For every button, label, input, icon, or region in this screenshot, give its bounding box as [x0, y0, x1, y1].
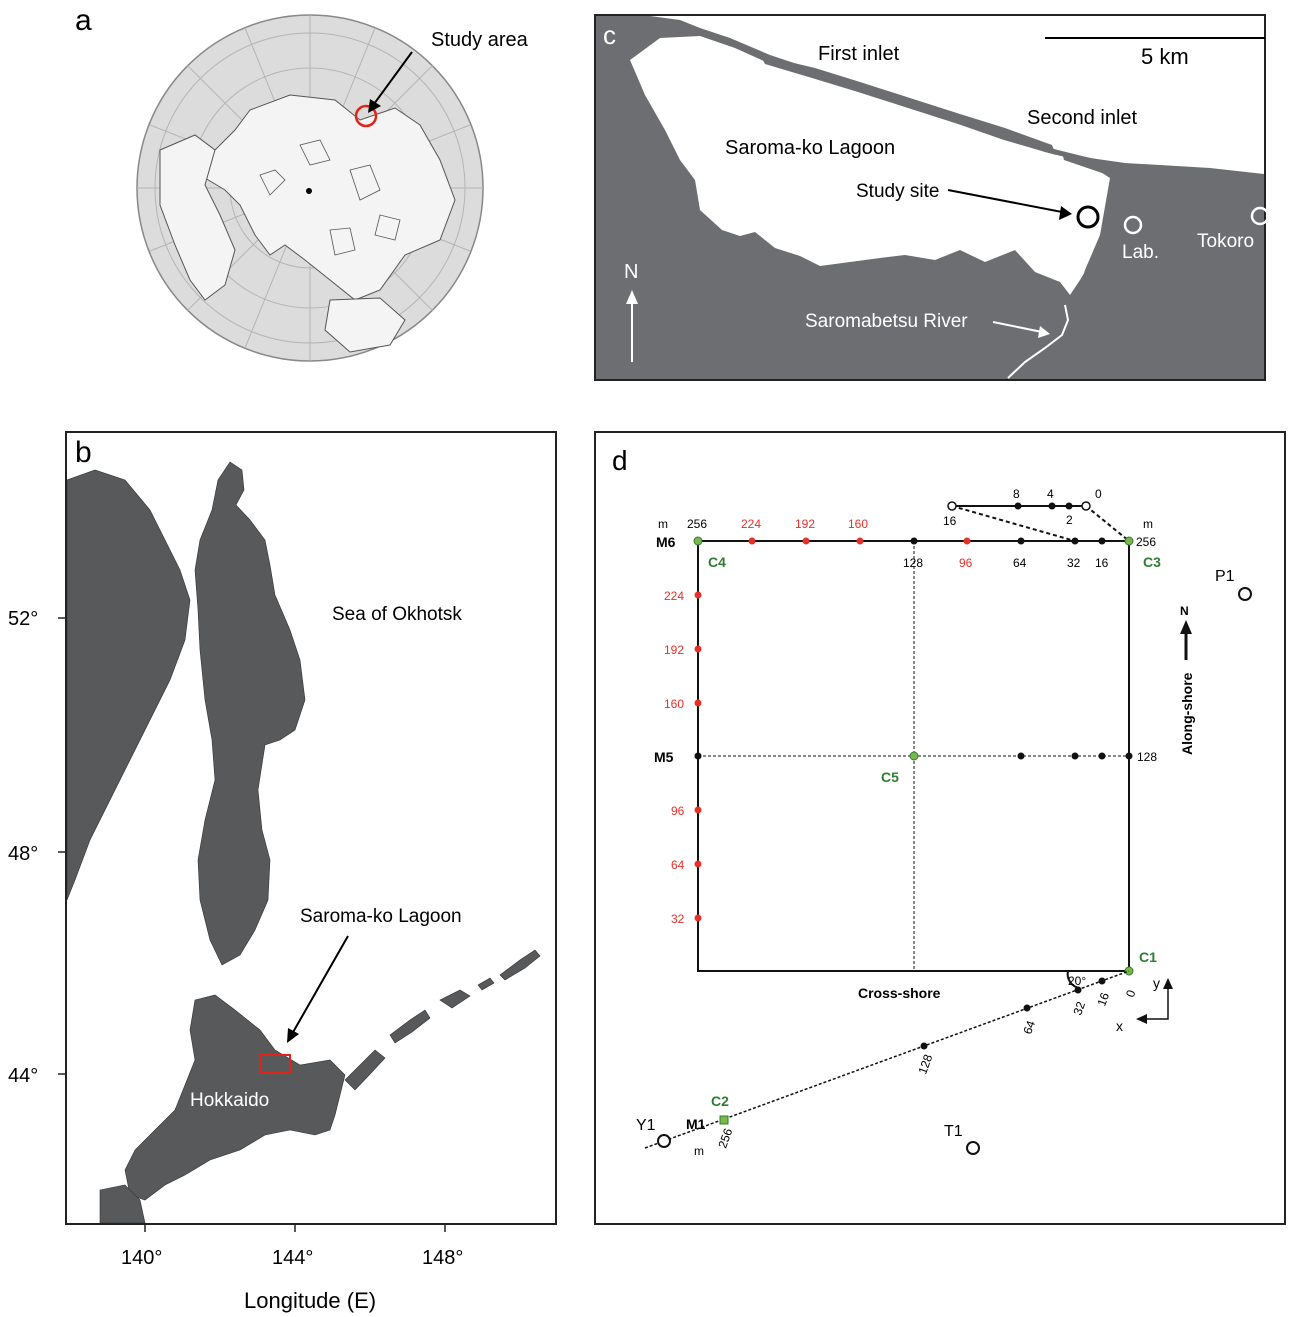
panel-c-letter: c: [603, 20, 616, 50]
scale-label: 5 km: [1141, 44, 1189, 69]
tokoro-label: Tokoro: [1197, 231, 1254, 252]
north-label: N: [624, 261, 638, 283]
unit-right: m: [1143, 517, 1153, 531]
axis-y-label: y: [1153, 975, 1160, 991]
t1-marker: [966, 1141, 980, 1155]
label-c5: C5: [881, 769, 899, 785]
top-64: 64: [1013, 556, 1027, 570]
label-c1: C1: [1139, 949, 1157, 965]
diag-label-64: 64: [1020, 1018, 1038, 1036]
panel-a: a: [75, 4, 529, 362]
panel-d-letter: d: [612, 445, 628, 476]
angle-label: 20°: [1068, 974, 1086, 988]
label-c4: C4: [708, 554, 726, 570]
north-arrow: N: [624, 261, 638, 362]
diag-unit: m: [694, 1144, 704, 1158]
top-16: 16: [1095, 556, 1109, 570]
river-label: Saromabetsu River: [805, 311, 968, 332]
top-192: 192: [795, 517, 815, 531]
top-256-left: 256: [687, 517, 707, 531]
diag-label-32: 32: [1070, 999, 1088, 1017]
y-tick-1: 48°: [8, 843, 38, 865]
study-site-arrow: [947, 189, 1072, 220]
diag-label-128: 128: [915, 1052, 935, 1076]
study-area-label: Study area: [431, 29, 529, 51]
study-site-label: Study site: [856, 181, 939, 202]
label-m5: M5: [654, 749, 674, 765]
top-32: 32: [1067, 556, 1081, 570]
label-p1: P1: [1215, 568, 1235, 585]
along-shore-label: Along-shore: [1179, 672, 1195, 755]
first-inlet-label: First inlet: [818, 43, 900, 65]
label-t1: T1: [944, 1123, 963, 1140]
label-m1: M1: [686, 1116, 706, 1132]
study-site-marker: [1076, 205, 1100, 229]
left-32: 32: [671, 912, 685, 926]
panel-d: d 16 8 4 2 0 m 256 224 192 160: [594, 431, 1286, 1225]
globe: [136, 14, 484, 362]
second-inlet-label: Second inlet: [1027, 107, 1138, 129]
xy-axes: y x: [1116, 975, 1173, 1034]
lagoon-name-label: Saroma-ko Lagoon: [725, 137, 895, 159]
river: [1007, 304, 1070, 379]
top-128: 128: [903, 556, 923, 570]
diag-label-16: 16: [1094, 990, 1112, 1008]
branch-label-0: 0: [1095, 487, 1102, 501]
unit-left: m: [658, 517, 668, 531]
branch-label-4: 4: [1047, 487, 1054, 501]
top-224: 224: [741, 517, 761, 531]
panel-c: c 5 km First inlet Second inlet Saroma-k…: [594, 14, 1270, 381]
north-label-d: N: [1180, 604, 1189, 618]
left-64: 64: [671, 858, 685, 872]
y1-marker: [657, 1134, 671, 1148]
x-tick-0: 140°: [121, 1247, 162, 1269]
right-128: 128: [1137, 750, 1157, 764]
x-tick-1: 144°: [272, 1247, 313, 1269]
label-y1: Y1: [636, 1117, 656, 1134]
left-160: 160: [664, 697, 684, 711]
left-192: 192: [664, 643, 684, 657]
top-160: 160: [848, 517, 868, 531]
y-tick-0: 52°: [8, 608, 38, 630]
sea-label: Sea of Okhotsk: [332, 604, 462, 625]
lab-marker: [1123, 215, 1143, 235]
lagoon-label: Saroma-ko Lagoon: [300, 906, 462, 927]
label-c3: C3: [1143, 554, 1161, 570]
branch-label-2: 2: [1066, 513, 1073, 527]
label-c2: C2: [711, 1093, 729, 1109]
panel-b: b Sea of Okhotsk Saroma-ko Lagoon Hokkai…: [8, 431, 557, 1313]
saroma-box: [259, 1054, 291, 1074]
lagoon-water: [630, 36, 1120, 295]
x-tick-2: 148°: [422, 1247, 463, 1269]
label-m6: M6: [656, 534, 676, 550]
cross-shore-label: Cross-shore: [858, 985, 941, 1001]
y-tick-2: 44°: [8, 1065, 38, 1087]
branch-label-8: 8: [1013, 487, 1020, 501]
axis-x-label: x: [1116, 1018, 1123, 1034]
north-arrow-d: N: [1180, 604, 1192, 660]
p1-marker: [1238, 587, 1252, 601]
study-area-marker: [354, 51, 413, 128]
left-96: 96: [671, 804, 685, 818]
x-axis-title: Longitude (E): [244, 1288, 376, 1313]
branch-label-16: 16: [943, 514, 957, 528]
top-256-right: 256: [1136, 535, 1156, 549]
top-96: 96: [959, 556, 973, 570]
diag-label-256: 256: [715, 1126, 735, 1150]
panel-b-letter: b: [75, 436, 92, 469]
lab-label: Lab.: [1122, 242, 1159, 263]
left-224: 224: [664, 589, 684, 603]
sea-water: [650, 16, 1264, 174]
tokoro-marker: [1250, 206, 1270, 226]
scale-bar: 5 km: [1045, 37, 1265, 69]
diag-label-0: 0: [1123, 988, 1139, 999]
panel-a-letter: a: [75, 4, 92, 37]
hokkaido-label: Hokkaido: [190, 1090, 269, 1111]
